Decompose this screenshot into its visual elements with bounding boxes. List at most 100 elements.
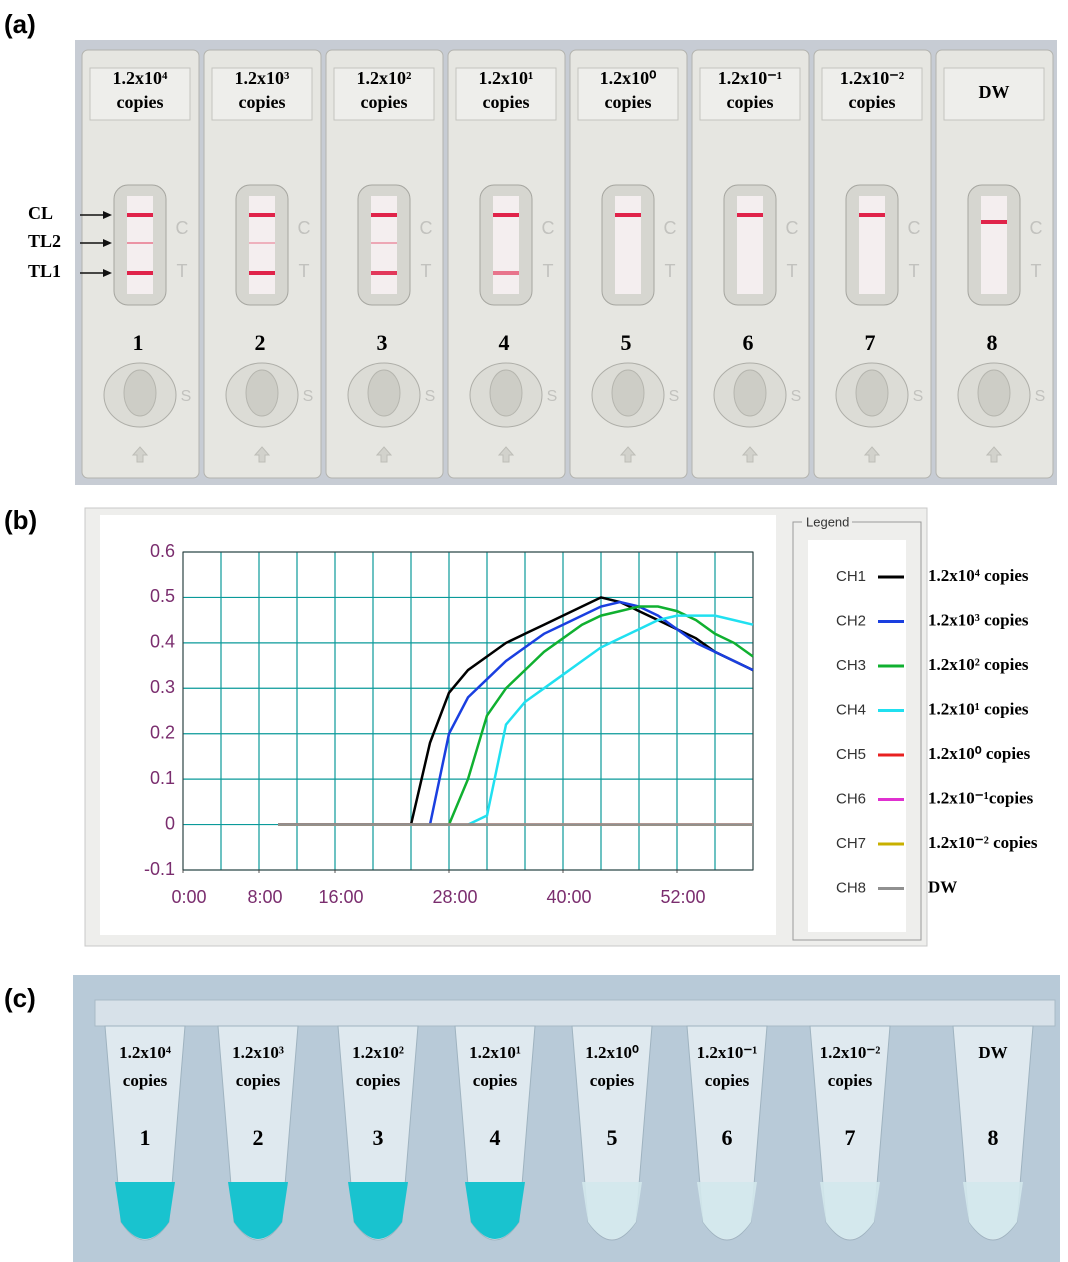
sample-hole <box>855 369 889 417</box>
label-box <box>89 67 191 121</box>
arrow-head <box>103 239 112 247</box>
y-tick-label: 0 <box>165 813 175 833</box>
test-mark: T <box>1031 261 1042 281</box>
tube-number: 2 <box>253 1125 264 1150</box>
strip-amount: 1.2x10⁻² <box>840 68 904 88</box>
membrane <box>371 196 397 294</box>
flow-arrow <box>131 446 149 463</box>
test-line-1 <box>249 271 275 275</box>
strip-unit: copies <box>239 92 286 112</box>
x-tick-label: 40:00 <box>546 887 591 907</box>
control-line <box>249 213 275 217</box>
membrane <box>859 196 885 294</box>
test-mark: T <box>421 261 432 281</box>
test-line-2 <box>127 242 153 244</box>
strip-number: 5 <box>621 330 632 355</box>
line-label: TL1 <box>28 261 61 281</box>
tube-amount: 1.2x10⁻¹ <box>697 1043 758 1062</box>
flow-arrow <box>985 446 1003 463</box>
control-line <box>127 213 153 217</box>
panel-label: (b) <box>4 505 37 535</box>
legend-name: CH1 <box>836 568 866 585</box>
strip-number: 2 <box>255 330 266 355</box>
strip-amount: 1.2x10⁴ <box>113 68 169 88</box>
tube-unit: copies <box>705 1071 750 1090</box>
flow-arrow <box>619 446 637 463</box>
strip-unit: copies <box>605 92 652 112</box>
test-line-2 <box>371 242 397 244</box>
y-tick-label: 0.1 <box>150 768 175 788</box>
control-line <box>981 220 1007 224</box>
legend-label: DW <box>928 877 957 896</box>
y-tick-label: 0.2 <box>150 722 175 742</box>
control-mark: C <box>786 218 799 238</box>
test-mark: T <box>787 261 798 281</box>
strip-number: 7 <box>865 330 876 355</box>
legend-title-bg <box>802 515 852 529</box>
control-line <box>371 213 397 217</box>
tube-liquid <box>582 1182 642 1239</box>
sample-mark: S <box>547 388 558 405</box>
flow-arrow <box>253 446 271 463</box>
membrane <box>127 196 153 294</box>
legend-box <box>792 521 922 941</box>
strip-amount: 1.2x10⁰ <box>600 68 657 88</box>
test-mark: T <box>299 261 310 281</box>
legend-label: 1.2x10⁰ copies <box>928 744 1031 763</box>
tube-number: 1 <box>140 1125 151 1150</box>
strip-amount: 1.2x10² <box>357 68 412 88</box>
legend-label: 1.2x10² copies <box>928 655 1029 674</box>
label-box <box>455 67 557 121</box>
tube-liquid <box>228 1182 288 1239</box>
tube-amount: 1.2x10² <box>352 1043 404 1062</box>
control-mark: C <box>664 218 677 238</box>
tube-amount: 1.2x10⁴ <box>119 1043 171 1062</box>
sample-hole <box>489 369 523 417</box>
control-mark: C <box>908 218 921 238</box>
y-tick-label: 0.5 <box>150 586 175 606</box>
legend-name: CH7 <box>836 835 866 852</box>
line-label: TL2 <box>28 231 61 251</box>
x-tick-label: 28:00 <box>432 887 477 907</box>
tube-unit: copies <box>828 1071 873 1090</box>
strip-amount: 1.2x10⁻¹ <box>718 68 782 88</box>
sample-mark: S <box>791 388 802 405</box>
test-mark: T <box>177 261 188 281</box>
cap-strip <box>94 999 1056 1027</box>
x-tick-label: 52:00 <box>660 887 705 907</box>
strip-number: 4 <box>499 330 510 355</box>
tube-unit: copies <box>473 1071 518 1090</box>
legend-title: Legend <box>806 514 849 529</box>
tube-liquid <box>115 1182 175 1239</box>
tube-liquid <box>697 1182 757 1239</box>
strip-unit: copies <box>117 92 164 112</box>
membrane <box>615 196 641 294</box>
legend-label: 1.2x10⁴ copies <box>928 566 1029 585</box>
membrane <box>249 196 275 294</box>
strip-unit: copies <box>849 92 896 112</box>
legend-name: CH8 <box>836 879 866 896</box>
strip-amount: DW <box>979 82 1010 102</box>
sample-hole <box>245 369 279 417</box>
tube-liquid <box>465 1182 525 1239</box>
legend-label: 1.2x10³ copies <box>928 610 1029 629</box>
legend-name: CH3 <box>836 657 866 674</box>
label-box <box>821 67 923 121</box>
tube-unit: copies <box>356 1071 401 1090</box>
panel-label: (a) <box>4 9 36 39</box>
legend-label: 1.2x10¹ copies <box>928 699 1029 718</box>
strip-number: 6 <box>743 330 754 355</box>
tube-number: 6 <box>722 1125 733 1150</box>
x-tick-label: 16:00 <box>318 887 363 907</box>
label-box <box>699 67 801 121</box>
control-mark: C <box>176 218 189 238</box>
sample-hole <box>367 369 401 417</box>
tube-amount: DW <box>978 1043 1007 1062</box>
tube-number: 3 <box>373 1125 384 1150</box>
strip-unit: copies <box>727 92 774 112</box>
legend-name: CH4 <box>836 701 866 718</box>
y-tick-label: 0.3 <box>150 677 175 697</box>
control-line <box>493 213 519 217</box>
strip-amount: 1.2x10¹ <box>479 68 534 88</box>
strip-unit: copies <box>483 92 530 112</box>
